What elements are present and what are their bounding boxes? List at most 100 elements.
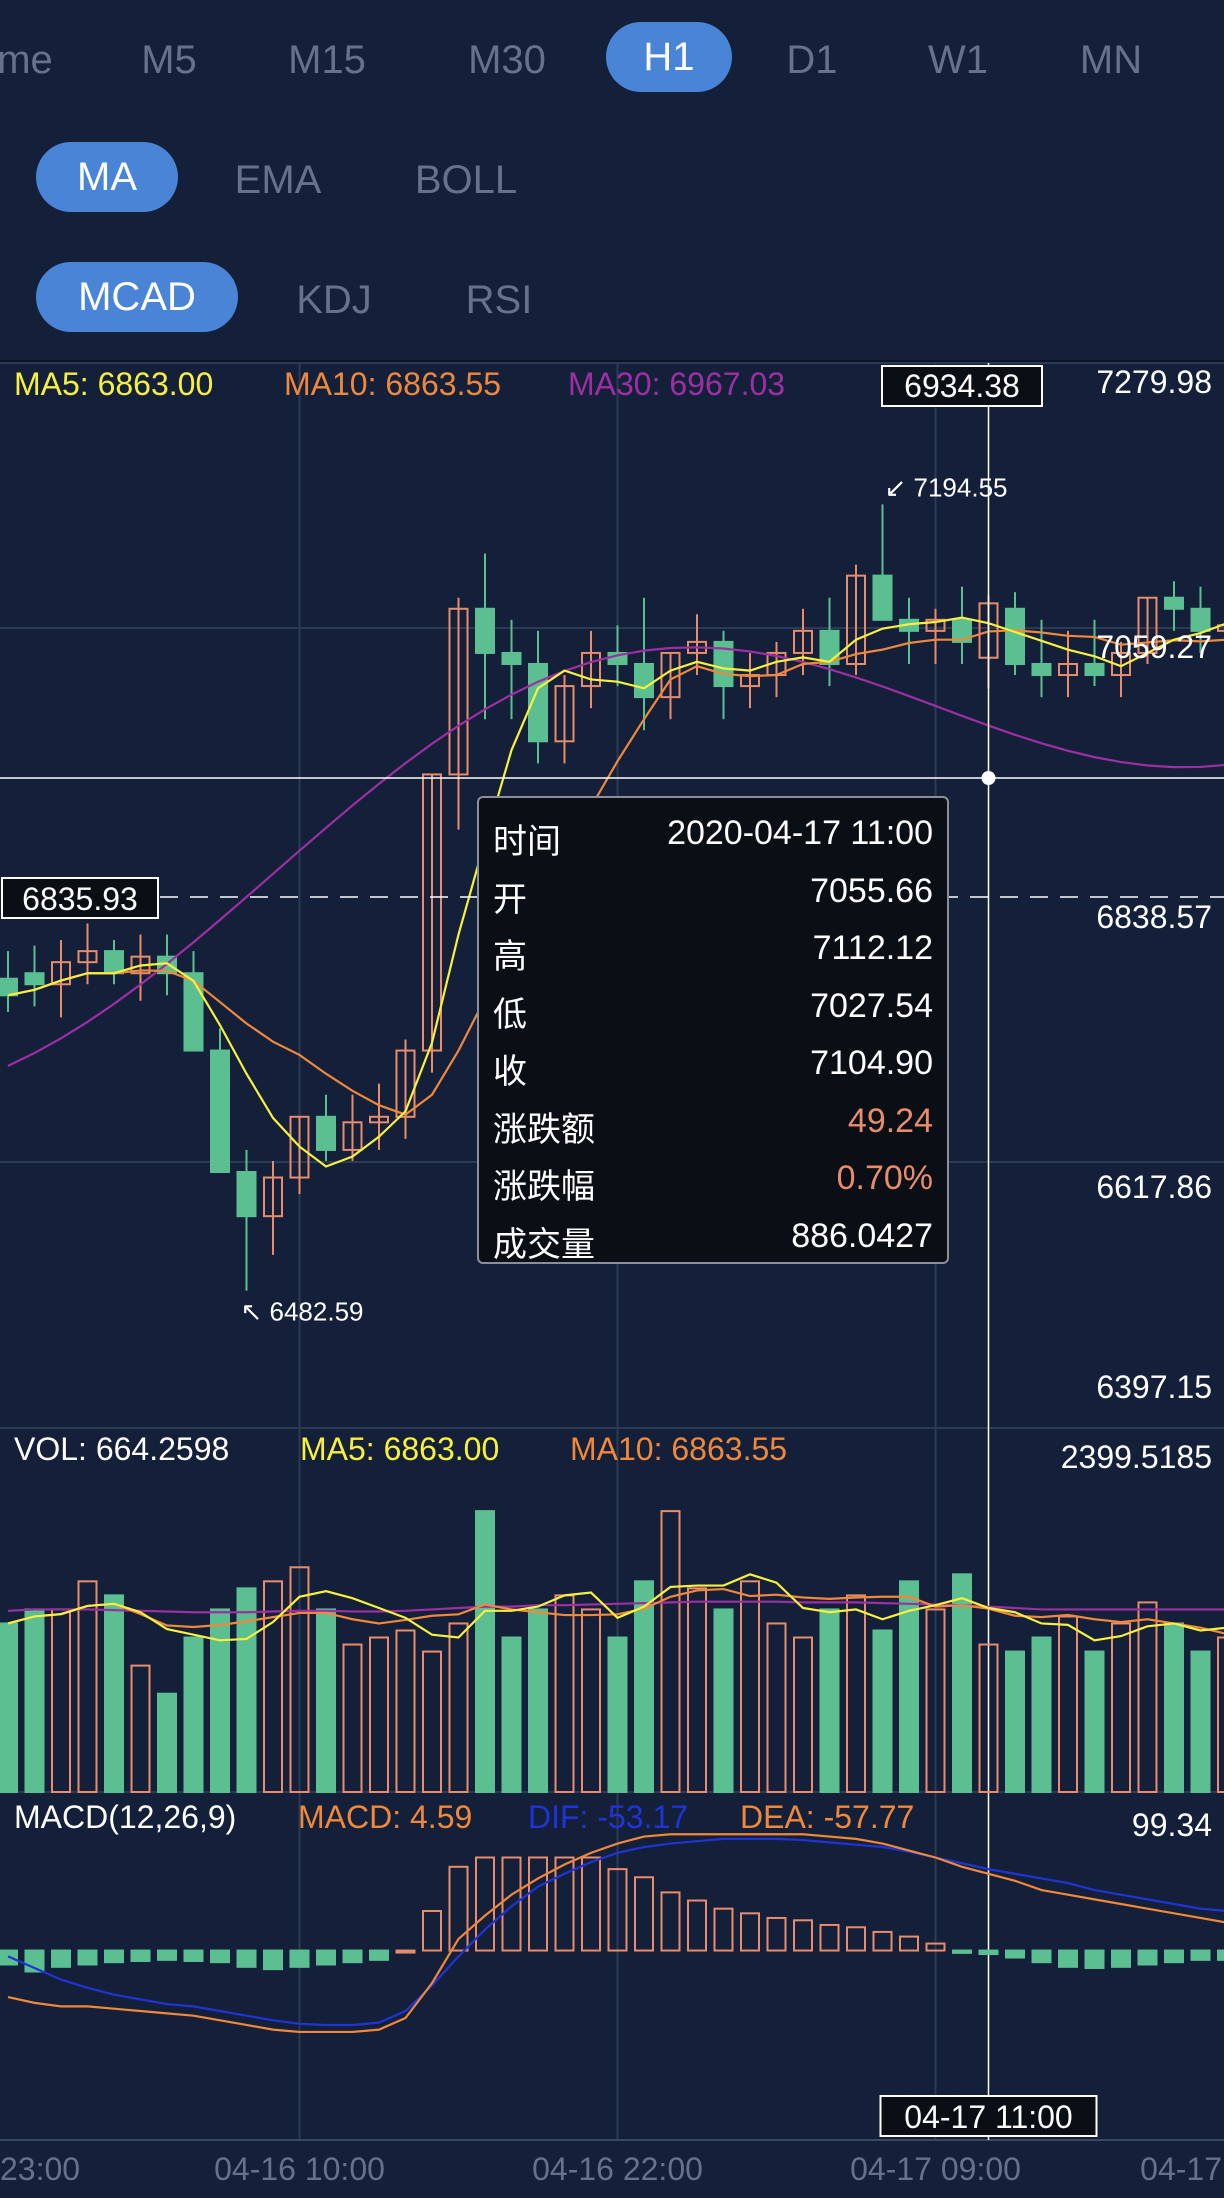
volume-bar [978, 1643, 999, 1794]
tooltip-value: 7055.66 [810, 871, 933, 910]
tab-mcad[interactable]: MCAD [36, 262, 238, 332]
tab-d1[interactable]: D1 [786, 37, 838, 82]
ma5-line [7, 616, 1224, 1168]
candle-body [104, 950, 124, 975]
tab-kdj[interactable]: KDJ [296, 277, 372, 322]
volume-bar [183, 1636, 204, 1793]
legend-vol-ma10: MA10: 6863.55 [570, 1431, 787, 1467]
price-axis-label: 7059.27 [1096, 629, 1212, 665]
sub-indicator-tabs: MCAD KDJ RSI [0, 240, 1224, 363]
volume-bar [0, 1622, 18, 1793]
tab-ema[interactable]: EMA [234, 157, 322, 202]
volume-bar [819, 1608, 840, 1794]
tooltip-label: 低 [493, 995, 527, 1034]
legend-dea: DEA: -57.77 [740, 1799, 914, 1835]
macd-bar [634, 1876, 654, 1952]
macd-bar [872, 1930, 893, 1952]
tab-m30[interactable]: M30 [468, 37, 546, 82]
macd-bar [978, 1949, 999, 1956]
volume-bar [1190, 1650, 1211, 1794]
candle-body [210, 1049, 230, 1174]
price-axis-label: 6397.15 [1096, 1369, 1212, 1405]
macd-bar [422, 1909, 442, 1952]
volume-bar [581, 1608, 601, 1794]
tooltip-label: 高 [493, 938, 527, 976]
x-axis-label: 04-16 10:00 [214, 2151, 385, 2187]
tab-m15[interactable]: M15 [288, 37, 366, 82]
tooltip-label: 时间 [493, 823, 561, 861]
x-axis-label: 23:00 [0, 2151, 80, 2187]
macd-bar [210, 1949, 230, 1964]
candle-body [448, 607, 469, 776]
volume-ma5-line [7, 1573, 1224, 1642]
max-price-marker: ↙ 7194.55 [885, 472, 1008, 502]
tab-boll[interactable]: BOLL [414, 157, 518, 202]
candle-body [422, 773, 442, 1052]
candle-body [236, 1171, 257, 1218]
volume-bar [342, 1643, 363, 1794]
tab-w1[interactable]: W1 [928, 37, 988, 82]
crosshair-time-box [879, 2095, 1098, 2137]
macd-bar [448, 1865, 469, 1952]
macd-bar [1111, 1949, 1131, 1968]
volume-bar [130, 1664, 151, 1793]
candle-body [1190, 607, 1211, 632]
tooltip-value: 886.0427 [791, 1216, 933, 1255]
legend-macd-title: MACD(12,26,9) [14, 1799, 236, 1835]
candle-body [581, 651, 601, 688]
tooltip-value: 2020-04-17 11:00 [667, 814, 933, 852]
candle-body [1084, 662, 1105, 677]
candle-body [0, 977, 18, 997]
macd-bar [1005, 1949, 1025, 1959]
macd-bar [1217, 1949, 1224, 1961]
macd-bar [263, 1949, 283, 1971]
volume-bar [236, 1587, 257, 1793]
candle-body [1217, 624, 1224, 632]
macd-bar [660, 1891, 681, 1952]
macd-bar [130, 1949, 151, 1963]
volume-bar [369, 1636, 389, 1793]
tab-ma[interactable]: MA [36, 142, 178, 212]
macd-bar [77, 1949, 98, 1966]
legend-ma5: MA5: 6863.00 [14, 366, 213, 402]
tab-me[interactable]: me [0, 37, 53, 82]
macd-bar [157, 1949, 177, 1961]
legend-ma30: MA30: 6967.03 [568, 366, 785, 402]
volume-bar [1217, 1636, 1224, 1793]
volume-bar [104, 1594, 124, 1793]
tab-mn[interactable]: MN [1079, 37, 1143, 82]
macd-bar [1164, 1949, 1184, 1964]
macd-bar [554, 1856, 575, 1952]
tab-m5[interactable]: M5 [141, 37, 197, 82]
volume-axis-label: 2399.5185 [1061, 1439, 1212, 1475]
last-price-box [1, 877, 159, 919]
volume-bar [872, 1629, 893, 1793]
volume-bar [448, 1622, 469, 1793]
tab-rsi[interactable]: RSI [465, 277, 533, 322]
macd-bar [1084, 1949, 1105, 1969]
ma10-line [7, 629, 1224, 1116]
crosshair-time: 04-17 11:00 [904, 2099, 1072, 2135]
candle-body [316, 1115, 336, 1151]
macd-bar [104, 1949, 124, 1964]
macd-axis-label: 99.34 [1132, 1807, 1212, 1843]
macd-bar [1137, 1949, 1158, 1966]
tab-h1[interactable]: H1 [606, 22, 732, 92]
macd-bar [952, 1949, 972, 1954]
candle-body [634, 662, 654, 699]
candle-body [554, 685, 575, 743]
x-axis-label: 04-17 [1140, 2151, 1222, 2187]
macd-bar [899, 1935, 919, 1952]
candle-body [369, 1115, 389, 1124]
candle-body [1058, 662, 1078, 677]
legend-ma10: MA10: 6863.55 [284, 366, 501, 402]
volume-bar [210, 1608, 230, 1794]
x-axis-label: 04-16 22:00 [532, 2151, 703, 2187]
legend-vol-ma5: MA5: 6863.00 [300, 1431, 499, 1467]
macd-bar [793, 1919, 813, 1952]
macd-bar [740, 1912, 760, 1952]
macd-bar [713, 1907, 734, 1952]
volume-bar [1137, 1601, 1158, 1793]
candle-body [952, 618, 972, 643]
